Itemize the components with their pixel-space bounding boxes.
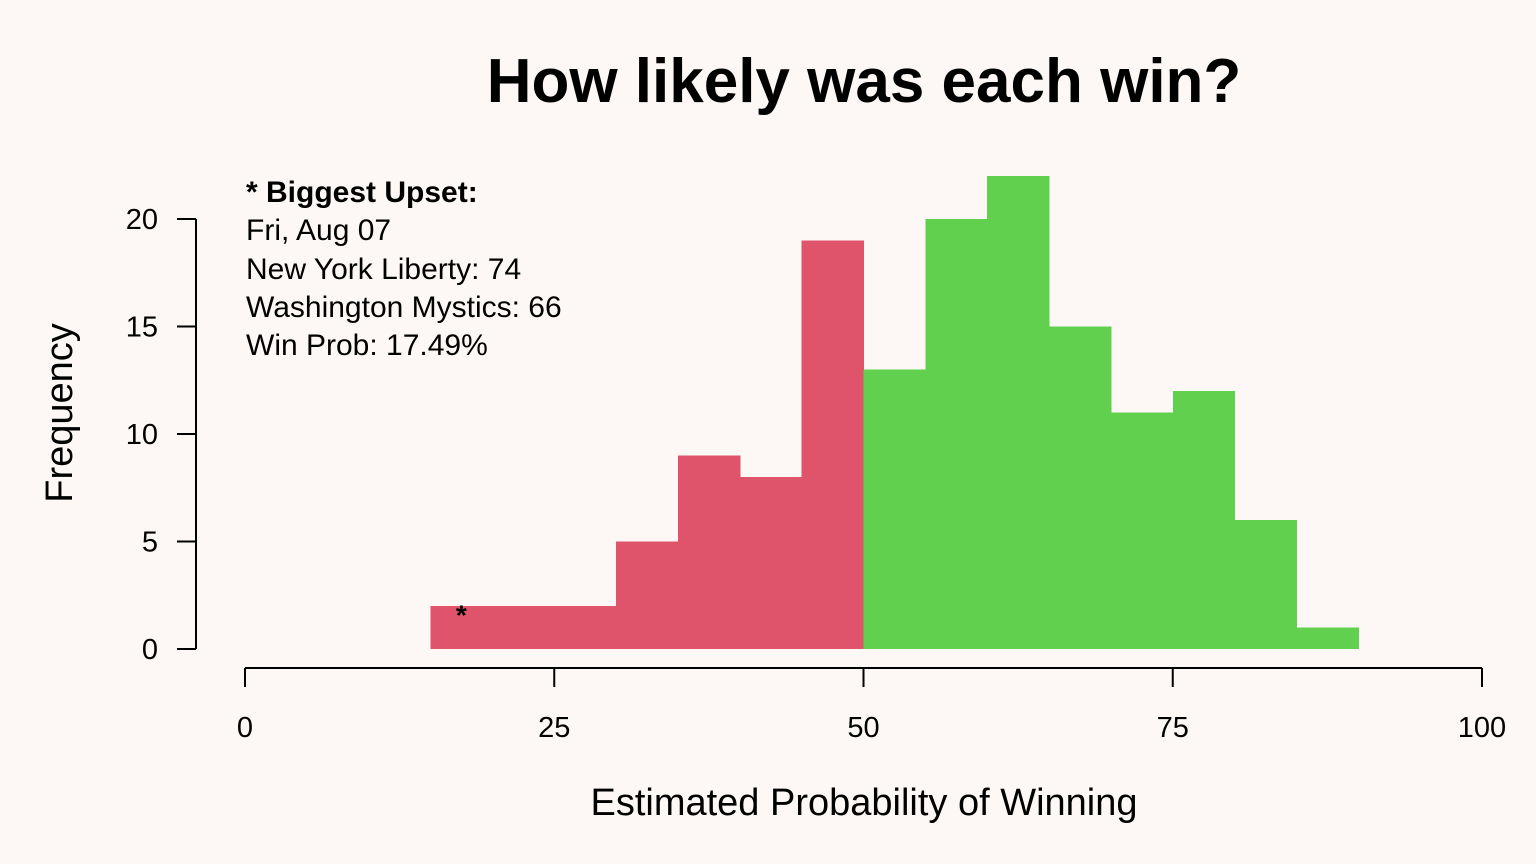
upset-marker: * [456,600,467,631]
histogram-bar-60-65 [987,176,1050,649]
histogram-bar-55-60 [925,219,988,649]
x-tick-label: 75 [1157,712,1189,744]
histogram-bar-25-30 [554,606,617,649]
x-axis: 0 25 50 75 100 [237,667,1506,744]
x-tick-label: 50 [847,712,879,744]
histogram-bars [430,176,1359,649]
histogram-bar-85-90 [1296,627,1359,649]
y-axis-label: Frequency [39,323,81,503]
histogram-bar-80-85 [1234,520,1298,649]
y-tick-label: 15 [126,312,158,344]
histogram-bar-15-20 [430,606,493,649]
biggest-upset-annotation: * Biggest Upset: Fri, Aug 07 New York Li… [246,176,562,362]
histogram-bar-50-55 [863,369,926,649]
histogram-bar-40-45 [739,477,803,649]
y-tick-label: 5 [142,527,158,559]
y-tick-label: 10 [126,419,158,451]
y-tick-label: 0 [142,634,158,666]
y-tick-label: 20 [126,204,158,236]
annotation-heading: * Biggest Upset: [246,176,478,209]
histogram-bar-65-70 [1049,326,1112,649]
chart-title: How likely was each win? [487,47,1242,116]
histogram-bar-30-35 [616,541,679,649]
annotation-date: Fri, Aug 07 [246,214,391,247]
x-axis-label: Estimated Probability of Winning [590,782,1137,824]
histogram-bar-35-40 [677,455,741,649]
annotation-team-2: Washington Mystics: 66 [246,291,562,324]
histogram-bar-75-80 [1172,391,1236,649]
x-tick-label: 0 [237,712,253,744]
histogram-bar-70-75 [1110,412,1174,649]
y-axis: 0 5 10 15 20 [126,204,197,666]
histogram-bar-20-25 [492,606,555,649]
annotation-team-1: New York Liberty: 74 [246,253,521,286]
histogram-bar-45-50 [801,240,865,649]
x-tick-label: 25 [538,712,570,744]
annotation-win-prob: Win Prob: 17.49% [246,329,488,362]
x-tick-label: 100 [1458,712,1506,744]
